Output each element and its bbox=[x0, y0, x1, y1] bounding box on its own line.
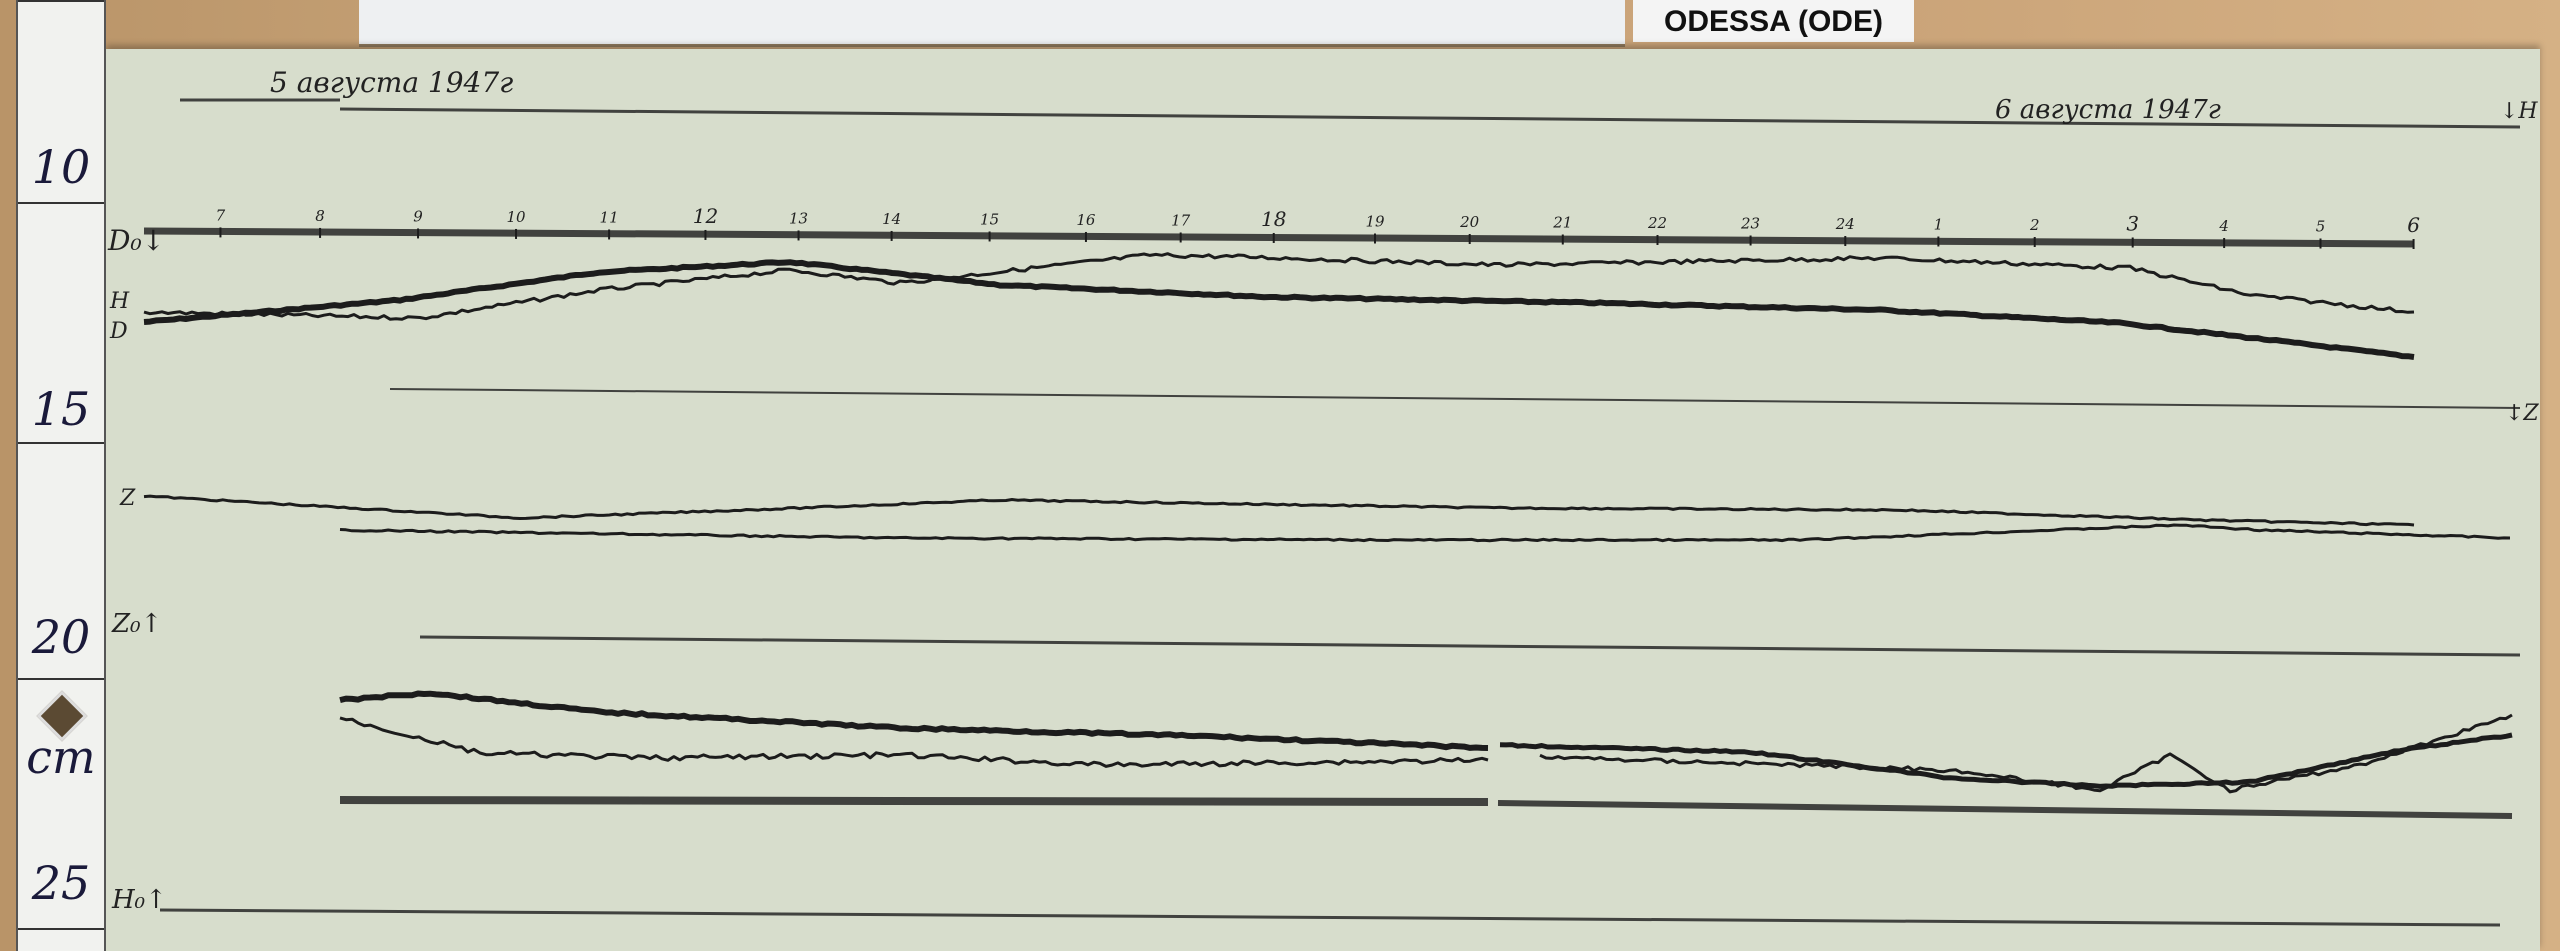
trace-z bbox=[143, 494, 2415, 527]
label-z: Z bbox=[119, 486, 136, 511]
station-label: ODESSA (ODE) bbox=[1633, 0, 1914, 42]
hour-label: 2 bbox=[2029, 216, 2040, 234]
label-z-right: ↓Z bbox=[2505, 401, 2539, 426]
trace-d bbox=[143, 259, 2415, 360]
trace-lower-thin bbox=[339, 716, 1489, 768]
ruler-mark-15: 15 bbox=[31, 382, 91, 436]
trace-lower-thick bbox=[339, 690, 1489, 751]
hour-label: 1 bbox=[1934, 215, 1944, 233]
hour-label: 8 bbox=[315, 207, 325, 225]
trace-lower-right-thin bbox=[1539, 713, 2513, 794]
hour-label: 3 bbox=[2126, 212, 2139, 236]
ruler-unit: cm bbox=[26, 730, 96, 784]
label-h-right: ↓H bbox=[2500, 99, 2538, 124]
hour-label: 10 bbox=[506, 208, 526, 226]
hour-label: 20 bbox=[1459, 213, 1480, 231]
hour-label: 14 bbox=[882, 210, 901, 228]
ruler-mark-10: 10 bbox=[31, 140, 91, 194]
trace-z-lower bbox=[339, 523, 2511, 543]
hour-label: 15 bbox=[980, 210, 999, 228]
label-z0: Z₀↑ bbox=[111, 609, 162, 639]
hour-label: 7 bbox=[216, 206, 226, 224]
baseline bbox=[339, 107, 2521, 129]
baseline bbox=[389, 388, 2521, 409]
baseline bbox=[143, 227, 2415, 248]
hour-label: 16 bbox=[1076, 211, 1096, 229]
ruler-mark-25: 25 bbox=[31, 856, 91, 910]
hour-label: 24 bbox=[1835, 215, 1855, 233]
hour-label: 4 bbox=[2218, 217, 2229, 235]
hour-label: 21 bbox=[1552, 214, 1572, 232]
hour-label: 13 bbox=[789, 209, 808, 227]
ruler-mark-20: 20 bbox=[31, 610, 91, 664]
trace-h bbox=[143, 252, 2415, 321]
baseline bbox=[159, 908, 2501, 927]
baseline bbox=[339, 796, 1489, 806]
hour-label: 19 bbox=[1365, 213, 1385, 231]
hour-label: 12 bbox=[693, 204, 718, 228]
baseline bbox=[419, 635, 2521, 657]
label-d: D bbox=[109, 319, 128, 344]
baseline bbox=[1497, 800, 2513, 819]
hour-label: 6 bbox=[2407, 213, 2420, 237]
hour-label: 5 bbox=[2316, 218, 2326, 236]
hour-label: 9 bbox=[413, 207, 423, 225]
trace-lower-right-thick bbox=[1499, 732, 2513, 789]
scale-ruler: 10 15 20 cm 25 bbox=[16, 0, 106, 951]
hour-label: 17 bbox=[1171, 211, 1191, 229]
date-start: 5 августа 1947г bbox=[270, 66, 513, 99]
hour-label: 11 bbox=[600, 208, 619, 226]
label-h0: H₀↑ bbox=[111, 885, 167, 915]
hour-label: 23 bbox=[1740, 214, 1760, 232]
date-end: 6 августа 1947г bbox=[1995, 95, 2221, 125]
label-h: H bbox=[109, 289, 130, 314]
top-paper-strip bbox=[359, 0, 1625, 47]
hour-label: 22 bbox=[1647, 214, 1667, 232]
hour-label: 18 bbox=[1261, 207, 1286, 231]
